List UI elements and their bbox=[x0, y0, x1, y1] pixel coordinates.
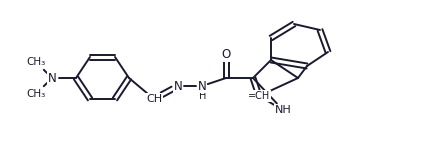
Text: N: N bbox=[173, 80, 182, 93]
Text: NH: NH bbox=[275, 105, 291, 115]
Text: N: N bbox=[197, 80, 206, 93]
Text: =CH: =CH bbox=[248, 91, 270, 101]
Text: CH₃: CH₃ bbox=[26, 89, 46, 99]
Text: O: O bbox=[222, 48, 231, 62]
Text: CH₃: CH₃ bbox=[26, 57, 46, 67]
Text: N: N bbox=[48, 72, 57, 84]
Text: CH: CH bbox=[146, 94, 162, 104]
Text: H: H bbox=[199, 91, 207, 101]
